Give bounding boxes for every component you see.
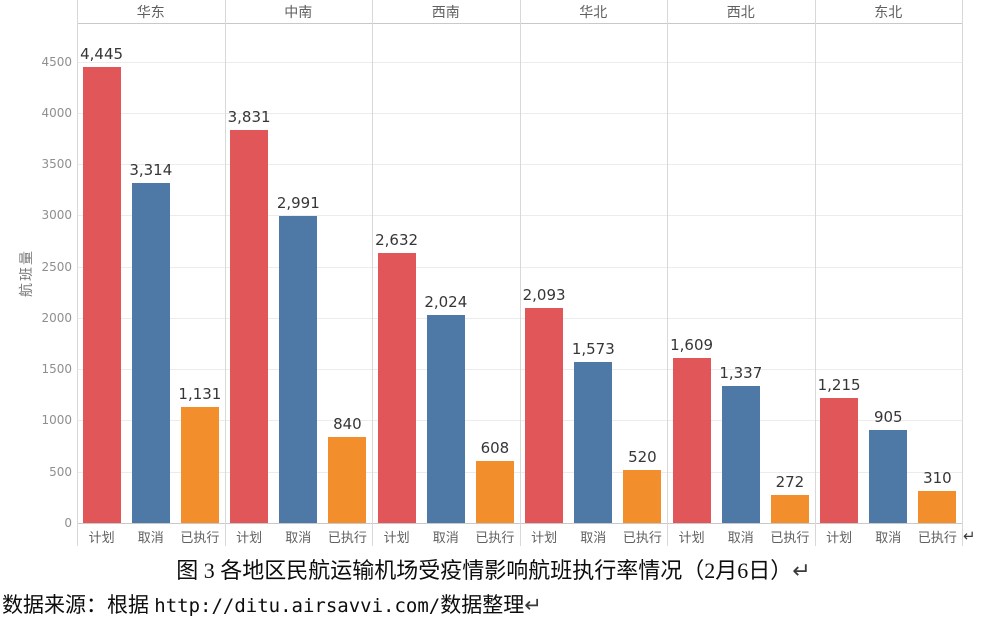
category-label: 取消: [727, 531, 754, 546]
bar: [623, 470, 662, 523]
bar-value-label: 1,131: [178, 385, 222, 403]
panel-separator: [77, 0, 78, 546]
bar: [377, 253, 416, 523]
category-label: 已执行: [180, 531, 220, 546]
figure-caption-text: 图 3 各地区民航运输机场受疫情影响航班执行率情况（2月6日）: [176, 558, 793, 583]
category-label: 计划: [826, 531, 853, 546]
category-label: 计划: [531, 531, 558, 546]
region-header: 西北: [726, 5, 755, 21]
bar: [820, 398, 859, 523]
bar: [770, 495, 809, 523]
data-source-prefix: 数据来源：根据: [2, 593, 155, 617]
region-header: 西南: [431, 5, 460, 21]
bar-value-label: 3,831: [227, 108, 271, 126]
y-tick-label: 4000: [41, 105, 72, 120]
figure-caption: 图 3 各地区民航运输机场受疫情影响航班执行率情况（2月6日）↵: [0, 555, 987, 588]
data-source-url: http://ditu.airsavvi.com/: [154, 595, 441, 617]
panel-separator: [814, 0, 816, 546]
bar-value-label: 2,093: [522, 286, 566, 304]
bar: [672, 358, 711, 523]
category-label: 取消: [137, 531, 164, 546]
bar: [279, 216, 318, 523]
bar: [574, 362, 613, 523]
y-tick-label: 2500: [41, 259, 72, 274]
region-header: 中南: [284, 5, 313, 21]
category-label: 取消: [285, 531, 312, 546]
category-label: 计划: [88, 531, 115, 546]
data-source-suffix: 数据整理: [440, 593, 525, 617]
bar: [426, 315, 465, 523]
panel-separator: [224, 0, 226, 546]
panel-separator: [372, 0, 373, 546]
flight-volume-bar-chart: 航班量 ↵ 0 500 1000 1500 2000 2500 3000 3500 4000 45…: [19, 0, 976, 546]
category-label: 取消: [432, 531, 459, 546]
y-tick-label: 3000: [41, 208, 72, 223]
category-label: 已执行: [622, 531, 662, 546]
category-label: 取消: [875, 531, 902, 546]
category-label: 已执行: [475, 531, 515, 546]
bar-value-label: 272: [775, 473, 805, 491]
region-header: 东北: [874, 5, 903, 21]
y-tick-label: 500: [49, 464, 72, 479]
bar-value-label: 840: [333, 415, 362, 433]
bar: [918, 491, 957, 523]
bar: [131, 183, 170, 523]
category-label: 计划: [678, 531, 705, 546]
category-label: 已执行: [917, 531, 957, 546]
category-label: 取消: [580, 531, 607, 546]
bar: [180, 407, 219, 523]
bar: [721, 386, 760, 523]
bar-value-label: 310: [923, 469, 952, 487]
y-tick-label: 0: [64, 516, 72, 530]
category-label: 已执行: [770, 531, 810, 546]
bar-value-label: 520: [628, 448, 657, 466]
bar-value-label: 1,215: [817, 376, 861, 394]
y-tick-label: 1500: [41, 362, 72, 377]
bar-value-label: 608: [480, 439, 510, 457]
bar: [869, 430, 908, 523]
bar: [475, 461, 514, 523]
bar: [82, 67, 121, 523]
bar: [230, 130, 269, 523]
bar-value-label: 4,445: [80, 45, 124, 63]
category-label: 计划: [383, 531, 410, 546]
panel-separator: [519, 0, 521, 546]
paragraph-return-mark: ↵: [524, 593, 542, 617]
bar-value-label: 3,314: [129, 161, 173, 179]
region-header: 华东: [136, 5, 165, 21]
bar-value-label: 2,991: [276, 194, 320, 212]
category-label: 计划: [236, 531, 263, 546]
panel-separator: [962, 0, 963, 546]
category-label: 已执行: [327, 531, 367, 546]
region-header: 华北: [579, 5, 608, 21]
data-source-line: 数据来源：根据 http://ditu.airsavvi.com/数据整理↵: [2, 589, 987, 622]
y-tick-label: 2000: [41, 310, 72, 325]
bar: [525, 308, 564, 523]
bar-value-label: 1,609: [670, 336, 714, 354]
y-tick-label: 3500: [41, 157, 72, 171]
paragraph-return-mark: ↵: [792, 559, 811, 584]
bar-value-label: 905: [873, 408, 903, 426]
bar: [328, 437, 367, 523]
bar-value-label: 2,632: [375, 231, 419, 249]
y-tick-label: 1000: [41, 413, 72, 428]
bar-value-label: 1,573: [571, 340, 615, 358]
y-tick-label: 4500: [41, 54, 72, 69]
bar-value-label: 2,024: [424, 293, 468, 311]
paragraph-return-mark: ↵: [963, 527, 976, 545]
panel-separator: [667, 0, 668, 546]
bar-value-label: 1,337: [719, 364, 763, 382]
